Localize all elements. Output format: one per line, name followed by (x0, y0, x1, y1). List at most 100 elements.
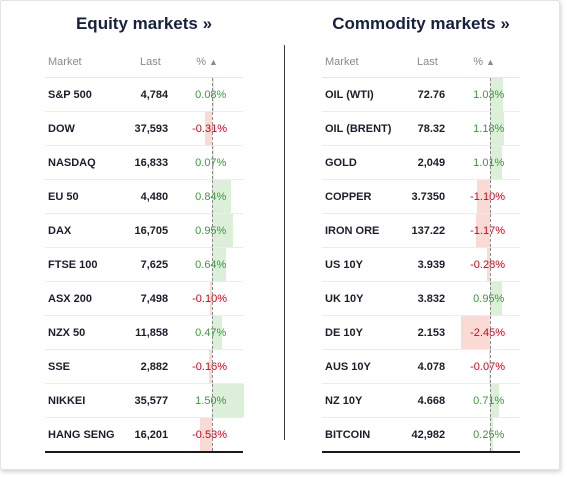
zero-baseline (212, 248, 214, 281)
table-row[interactable]: EU 50 4,480 0.84% (45, 180, 243, 214)
equity-markets-panel: Equity markets » Market Last % ▲ S&P 500 4… (45, 1, 245, 453)
market-name: BITCOIN (325, 428, 371, 441)
table-row[interactable]: US 10Y 3.939 -0.28% (322, 248, 520, 282)
zero-baseline (490, 418, 492, 451)
positive-change-bar (212, 180, 231, 213)
pct-change-value: 0.71% (473, 394, 505, 407)
pct-change-value: 0.08% (195, 88, 227, 101)
table-row[interactable]: BITCOIN 42,982 0.25% (322, 418, 520, 451)
pct-change-value: -0.31% (192, 122, 227, 135)
table-row[interactable]: DE 10Y 2.153 -2.45% (322, 316, 520, 350)
positive-change-bar (212, 248, 227, 281)
last-value: 37,593 (134, 122, 169, 135)
sort-ascending-icon: ▲ (486, 57, 495, 67)
table-row[interactable]: NASDAQ 16,833 0.07% (45, 146, 243, 180)
last-column-header: Last (140, 56, 161, 68)
pct-change-value: -0.28% (470, 258, 505, 271)
last-value: 72.76 (417, 88, 446, 101)
commodity-markets-title-link[interactable]: Commodity markets » (332, 14, 510, 33)
pct-change-value: -1.17% (470, 224, 505, 237)
table-row[interactable]: DAX 16,705 0.95% (45, 214, 243, 248)
equity-table-header: Market Last % ▲ (45, 47, 243, 78)
table-row[interactable]: NZ 10Y 4.668 0.71% (322, 384, 520, 418)
zero-baseline (490, 384, 492, 417)
pct-change-cell: -0.28% (445, 248, 520, 281)
table-row[interactable]: NZX 50 11,858 0.47% (45, 316, 243, 350)
table-row[interactable]: AUS 10Y 4.078 -0.07% (322, 350, 520, 384)
positive-change-bar (490, 112, 505, 145)
pct-change-value: 0.84% (195, 190, 227, 203)
last-value: 16,705 (134, 224, 169, 237)
pct-change-cell: -1.10% (445, 180, 520, 213)
market-name: NZ 10Y (325, 394, 363, 407)
zero-baseline (490, 78, 492, 111)
positive-change-bar (490, 78, 503, 111)
zero-baseline (212, 78, 214, 111)
pct-change-cell: -1.17% (445, 214, 520, 247)
table-row[interactable]: HANG SENG 16,201 -0.53% (45, 418, 243, 451)
table-row[interactable]: FTSE 100 7,625 0.64% (45, 248, 243, 282)
table-row[interactable]: NIKKEI 35,577 1.50% (45, 384, 245, 418)
market-name: IRON ORE (325, 224, 380, 237)
last-value: 42,982 (411, 428, 446, 441)
table-row[interactable]: S&P 500 4,784 0.08% (45, 78, 243, 112)
zero-baseline (212, 146, 214, 179)
zero-baseline (212, 384, 214, 417)
last-column-header: Last (417, 56, 438, 68)
market-widget: Equity markets » Market Last % ▲ S&P 500 4… (0, 0, 560, 470)
pct-change-value: 1.01% (473, 156, 505, 169)
negative-change-bar (208, 350, 213, 383)
zero-baseline (490, 282, 492, 315)
zero-baseline (490, 214, 492, 247)
market-name: OIL (WTI) (325, 88, 374, 101)
equity-markets-title-link[interactable]: Equity markets » (75, 14, 213, 33)
market-column-header: Market (325, 56, 359, 68)
negative-change-bar (476, 214, 491, 247)
positive-change-bar (212, 214, 234, 247)
market-name: ASX 200 (48, 292, 93, 305)
negative-change-bar (486, 248, 491, 281)
pct-column-header[interactable]: % ▲ (171, 47, 243, 77)
market-name: FTSE 100 (48, 258, 98, 271)
table-row[interactable]: ASX 200 7,498 -0.10% (45, 282, 243, 316)
last-value: 4.078 (417, 360, 446, 373)
commodity-markets-panel: Commodity markets » Market Last % ▲ OIL (… (322, 1, 520, 453)
table-row[interactable]: UK 10Y 3.832 0.95% (322, 282, 520, 316)
market-name: NZX 50 (48, 326, 86, 339)
pct-change-cell: 0.95% (168, 214, 243, 247)
table-row[interactable]: GOLD 2,049 1.01% (322, 146, 520, 180)
positive-change-bar (212, 316, 223, 349)
last-value: 7,625 (140, 258, 169, 271)
table-row[interactable]: OIL (WTI) 72.76 1.03% (322, 78, 520, 112)
table-row[interactable]: OIL (BRENT) 78.32 1.18% (322, 112, 520, 146)
market-name: NIKKEI (48, 394, 86, 407)
market-column-header: Market (48, 56, 82, 68)
table-row[interactable]: COPPER 3.7350 -1.10% (322, 180, 520, 214)
market-name: S&P 500 (48, 88, 92, 101)
zero-baseline (490, 146, 492, 179)
pct-change-cell: 0.25% (445, 418, 520, 451)
table-row[interactable]: DOW 37,593 -0.31% (45, 112, 243, 146)
positive-change-bar (212, 384, 245, 417)
market-name: DE 10Y (325, 326, 363, 339)
negative-change-bar (489, 350, 491, 383)
pct-change-value: 0.07% (195, 156, 227, 169)
zero-baseline (212, 214, 214, 247)
last-value: 4.668 (417, 394, 446, 407)
table-row[interactable]: IRON ORE 137.22 -1.17% (322, 214, 520, 248)
table-row[interactable]: SSE 2,882 -0.16% (45, 350, 243, 384)
zero-baseline (490, 316, 492, 349)
pct-change-value: 1.03% (473, 88, 505, 101)
pct-column-header[interactable]: % ▲ (448, 47, 520, 77)
last-value: 35,577 (134, 394, 169, 407)
pct-change-cell: 1.03% (445, 78, 520, 111)
zero-baseline (490, 350, 492, 383)
zero-baseline (212, 418, 214, 451)
negative-change-bar (200, 418, 213, 451)
pct-change-cell: 0.64% (168, 248, 243, 281)
zero-baseline (490, 112, 492, 145)
panel-divider (284, 45, 285, 440)
pct-change-value: 0.25% (473, 428, 505, 441)
pct-change-value: 1.50% (195, 394, 227, 407)
negative-change-bar (209, 282, 213, 315)
